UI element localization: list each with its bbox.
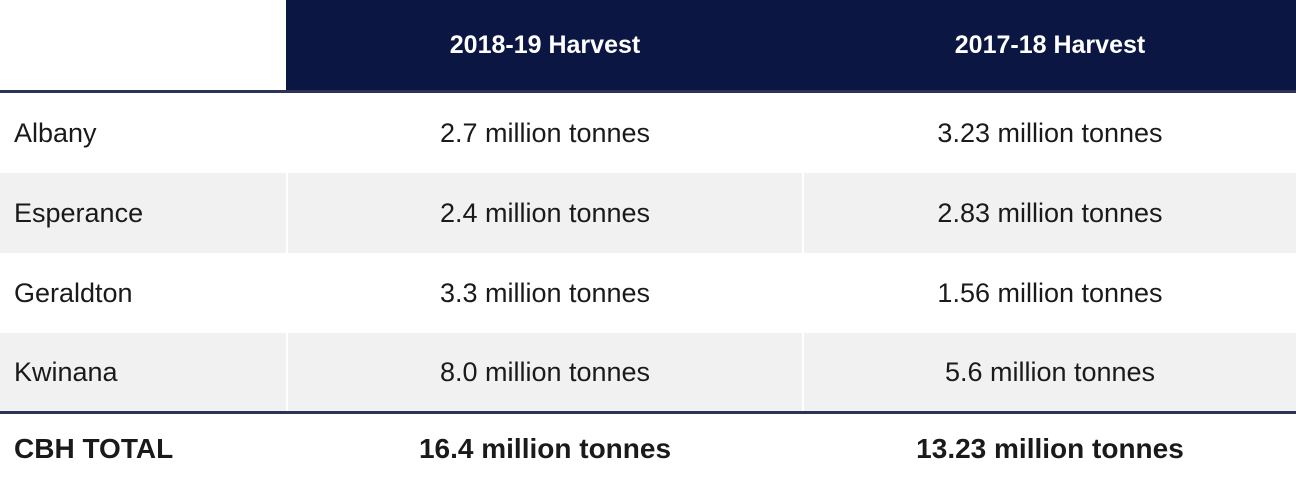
row-value-2018-19: 8.0 million tonnes — [286, 333, 804, 411]
row-label: Esperance — [0, 173, 286, 253]
row-value-2018-19: 2.4 million tonnes — [286, 173, 804, 253]
row-value-2017-18: 2.83 million tonnes — [804, 173, 1296, 253]
row-label: Kwinana — [0, 333, 286, 411]
total-row: CBH TOTAL 16.4 million tonnes 13.23 mill… — [0, 414, 1296, 484]
header-blank-cell — [0, 0, 286, 90]
table-row: Esperance 2.4 million tonnes 2.83 millio… — [0, 173, 1296, 253]
row-value-2018-19: 2.7 million tonnes — [439, 117, 651, 148]
table-header-row: 2018-19 Harvest 2017-18 Harvest — [0, 0, 1296, 90]
row-value-2017-18: 1.56 million tonnes — [937, 277, 1163, 308]
row-label: Geraldton — [14, 277, 133, 308]
row-value-2018-19: 3.3 million tonnes — [439, 277, 651, 308]
table-row: Albany 2.7 million tonnes 3.23 million t… — [0, 93, 1296, 173]
total-label: CBH TOTAL — [14, 433, 174, 464]
total-value-2018-19: 16.4 million tonnes — [418, 433, 672, 464]
header-divider — [0, 90, 1296, 93]
table-row: Kwinana 8.0 million tonnes 5.6 million t… — [0, 333, 1296, 411]
total-divider — [0, 411, 1296, 414]
header-2018-19-harvest: 2018-19 Harvest — [286, 0, 804, 90]
total-value-2017-18: 13.23 million tonnes — [916, 433, 1184, 464]
header-2017-18-harvest: 2017-18 Harvest — [804, 0, 1296, 90]
row-label: Albany — [14, 117, 97, 148]
table-row: Geraldton 3.3 million tonnes 1.56 millio… — [0, 253, 1296, 333]
row-value-2017-18: 3.23 million tonnes — [937, 117, 1163, 148]
row-value-2017-18: 5.6 million tonnes — [804, 333, 1296, 411]
